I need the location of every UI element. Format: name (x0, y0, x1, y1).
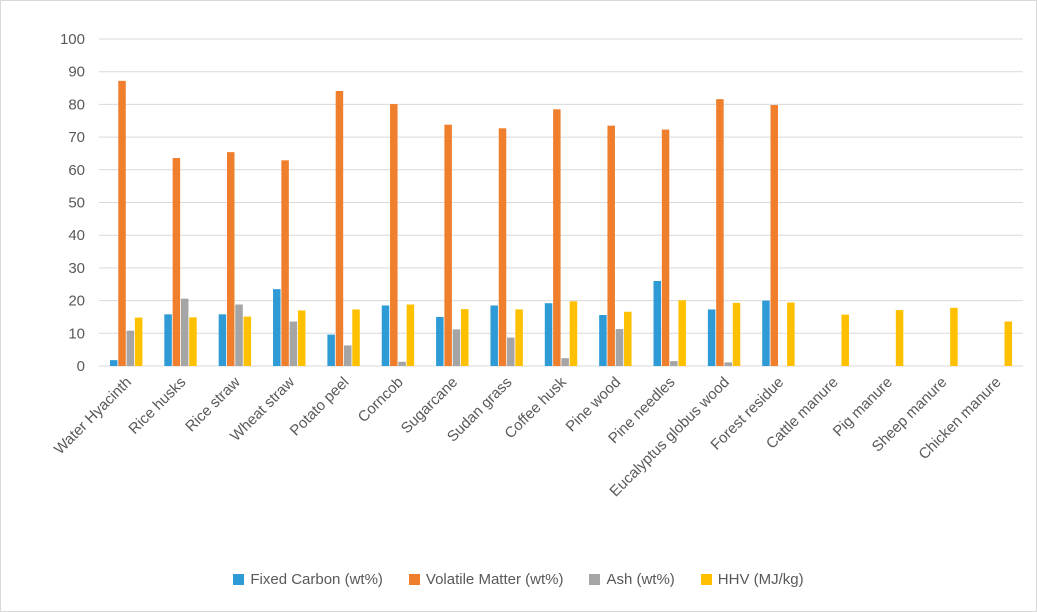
bar-hhv-12 (787, 302, 795, 366)
bar-ash-6 (452, 329, 461, 366)
y-tick-label: 80 (68, 96, 85, 113)
y-tick-label: 30 (68, 260, 85, 277)
legend-item: HHV (MJ/kg) (700, 571, 804, 588)
bar-fixed-1 (164, 314, 172, 366)
bar-ash-11 (724, 362, 732, 366)
legend-swatch (233, 574, 245, 585)
legend-swatch (408, 574, 420, 585)
bar-volatile-5 (390, 104, 398, 366)
bar-volatile-0 (118, 80, 126, 367)
bar-fixed-2 (218, 314, 227, 366)
legend-swatch (700, 574, 712, 585)
bar-hhv-7 (515, 309, 523, 366)
bar-fixed-8 (544, 303, 553, 366)
legend-item: Volatile Matter (wt%) (408, 571, 564, 588)
bar-hhv-13 (841, 314, 849, 366)
bar-volatile-2 (226, 152, 235, 366)
bar-fixed-12 (762, 300, 770, 366)
bar-hhv-10 (678, 300, 686, 366)
x-tick-label: Rice husks (125, 374, 189, 438)
bar-fixed-11 (707, 309, 716, 366)
bar-hhv-15 (950, 307, 958, 366)
y-tick-label: 40 (68, 227, 85, 244)
bar-ash-10 (670, 361, 678, 366)
bar-hhv-5 (406, 304, 415, 366)
y-tick-label: 20 (68, 293, 85, 310)
bar-hhv-2 (243, 316, 252, 366)
legend-item: Fixed Carbon (wt%) (233, 571, 383, 588)
legend: Fixed Carbon (wt%) Volatile Matter (wt%) A… (1, 571, 1036, 588)
bar-volatile-4 (335, 90, 344, 367)
y-tick-label: 100 (60, 31, 85, 48)
bar-ash-9 (615, 329, 624, 366)
bar-ash-1 (180, 298, 189, 366)
legend-swatch (589, 574, 601, 585)
bar-fixed-5 (381, 305, 390, 366)
y-axis-tick-labels: 0 10 20 30 40 50 60 70 80 90 100 (60, 31, 85, 375)
bar-hhv-8 (569, 301, 578, 366)
bar-fixed-7 (490, 305, 498, 366)
bar-hhv-14 (895, 310, 904, 366)
bar-hhv-6 (460, 309, 469, 366)
legend-label: Ash (wt%) (606, 571, 675, 588)
bar-hhv-16 (1004, 321, 1013, 366)
bar-volatile-3 (281, 160, 289, 366)
y-tick-label: 70 (68, 129, 85, 146)
bar-ash-5 (398, 361, 406, 366)
y-tick-label: 10 (68, 325, 85, 342)
bar-volatile-6 (444, 124, 452, 366)
bar-hhv-3 (297, 310, 306, 366)
legend-label: Volatile Matter (wt%) (425, 571, 564, 588)
bar-volatile-12 (770, 105, 779, 367)
legend-label: HHV (MJ/kg) (717, 571, 804, 588)
bar-ash-4 (343, 345, 352, 366)
bars (109, 80, 1013, 367)
bar-ash-2 (235, 304, 243, 366)
bar-hhv-1 (189, 317, 197, 366)
x-tick-label: Water Hyacinth (51, 374, 135, 458)
bar-volatile-1 (172, 158, 181, 366)
y-tick-label: 50 (68, 195, 85, 212)
bar-fixed-3 (273, 289, 281, 366)
bar-volatile-7 (498, 128, 507, 366)
bar-fixed-9 (599, 314, 607, 366)
bar-ash-3 (289, 321, 298, 366)
bar-volatile-9 (607, 125, 615, 366)
y-tick-label: 60 (68, 162, 85, 179)
bar-volatile-8 (553, 109, 561, 366)
bar-ash-8 (561, 358, 569, 366)
bar-fixed-10 (653, 280, 662, 366)
y-tick-label: 90 (68, 64, 85, 81)
bar-hhv-9 (624, 311, 632, 366)
y-tick-label: 0 (77, 358, 85, 375)
bar-hhv-11 (732, 302, 741, 366)
bar-ash-0 (126, 330, 135, 366)
legend-label: Fixed Carbon (wt%) (250, 571, 383, 588)
bar-fixed-6 (436, 316, 444, 366)
bar-fixed-4 (327, 334, 335, 366)
bar-hhv-0 (134, 317, 143, 366)
bar-fixed-0 (109, 360, 118, 366)
bar-volatile-10 (661, 129, 670, 366)
bar-volatile-11 (716, 99, 724, 367)
legend-item: Ash (wt%) (589, 571, 675, 588)
bar-hhv-4 (352, 309, 360, 366)
x-tick-label: Potato peel (287, 374, 353, 440)
x-tick-label: Corncob (355, 374, 407, 426)
bar-ash-7 (507, 337, 515, 366)
gridlines (99, 38, 1023, 367)
